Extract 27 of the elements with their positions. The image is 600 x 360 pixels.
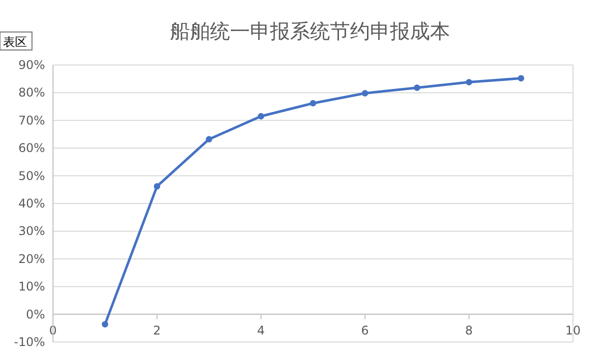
text: 表区: [3, 35, 27, 49]
y-tick-label: 80%: [18, 86, 45, 100]
chart-title: 船舶统一申报系统节约申报成本: [170, 19, 450, 43]
point: [154, 183, 160, 190]
y-tick-label: 10%: [18, 280, 45, 294]
x-tick-label: 6: [361, 323, 369, 338]
y-tick-label: 60%: [18, 141, 45, 156]
y-tick-label: 40%: [18, 196, 45, 210]
point: [414, 84, 420, 91]
point: [102, 321, 108, 328]
point: [518, 75, 524, 82]
y-tick-label: 0%: [26, 307, 45, 322]
y-tick-label: 30%: [18, 224, 45, 238]
y-tick-label: 90%: [18, 58, 45, 72]
y-tick-label: 20%: [18, 252, 45, 266]
point: [310, 100, 316, 106]
point: [258, 113, 264, 120]
y-tick-label: 50%: [18, 168, 45, 183]
y-tick-label: 70%: [18, 113, 45, 128]
x-tick-label: 4: [257, 323, 265, 338]
point: [466, 78, 472, 86]
x-tick-label: 2: [153, 323, 161, 338]
point: [362, 90, 368, 96]
y-tick-label: -10%: [14, 335, 45, 349]
point: [206, 136, 212, 142]
x-tick-label: 8: [465, 323, 473, 338]
x-tick-label: 10: [565, 323, 581, 338]
